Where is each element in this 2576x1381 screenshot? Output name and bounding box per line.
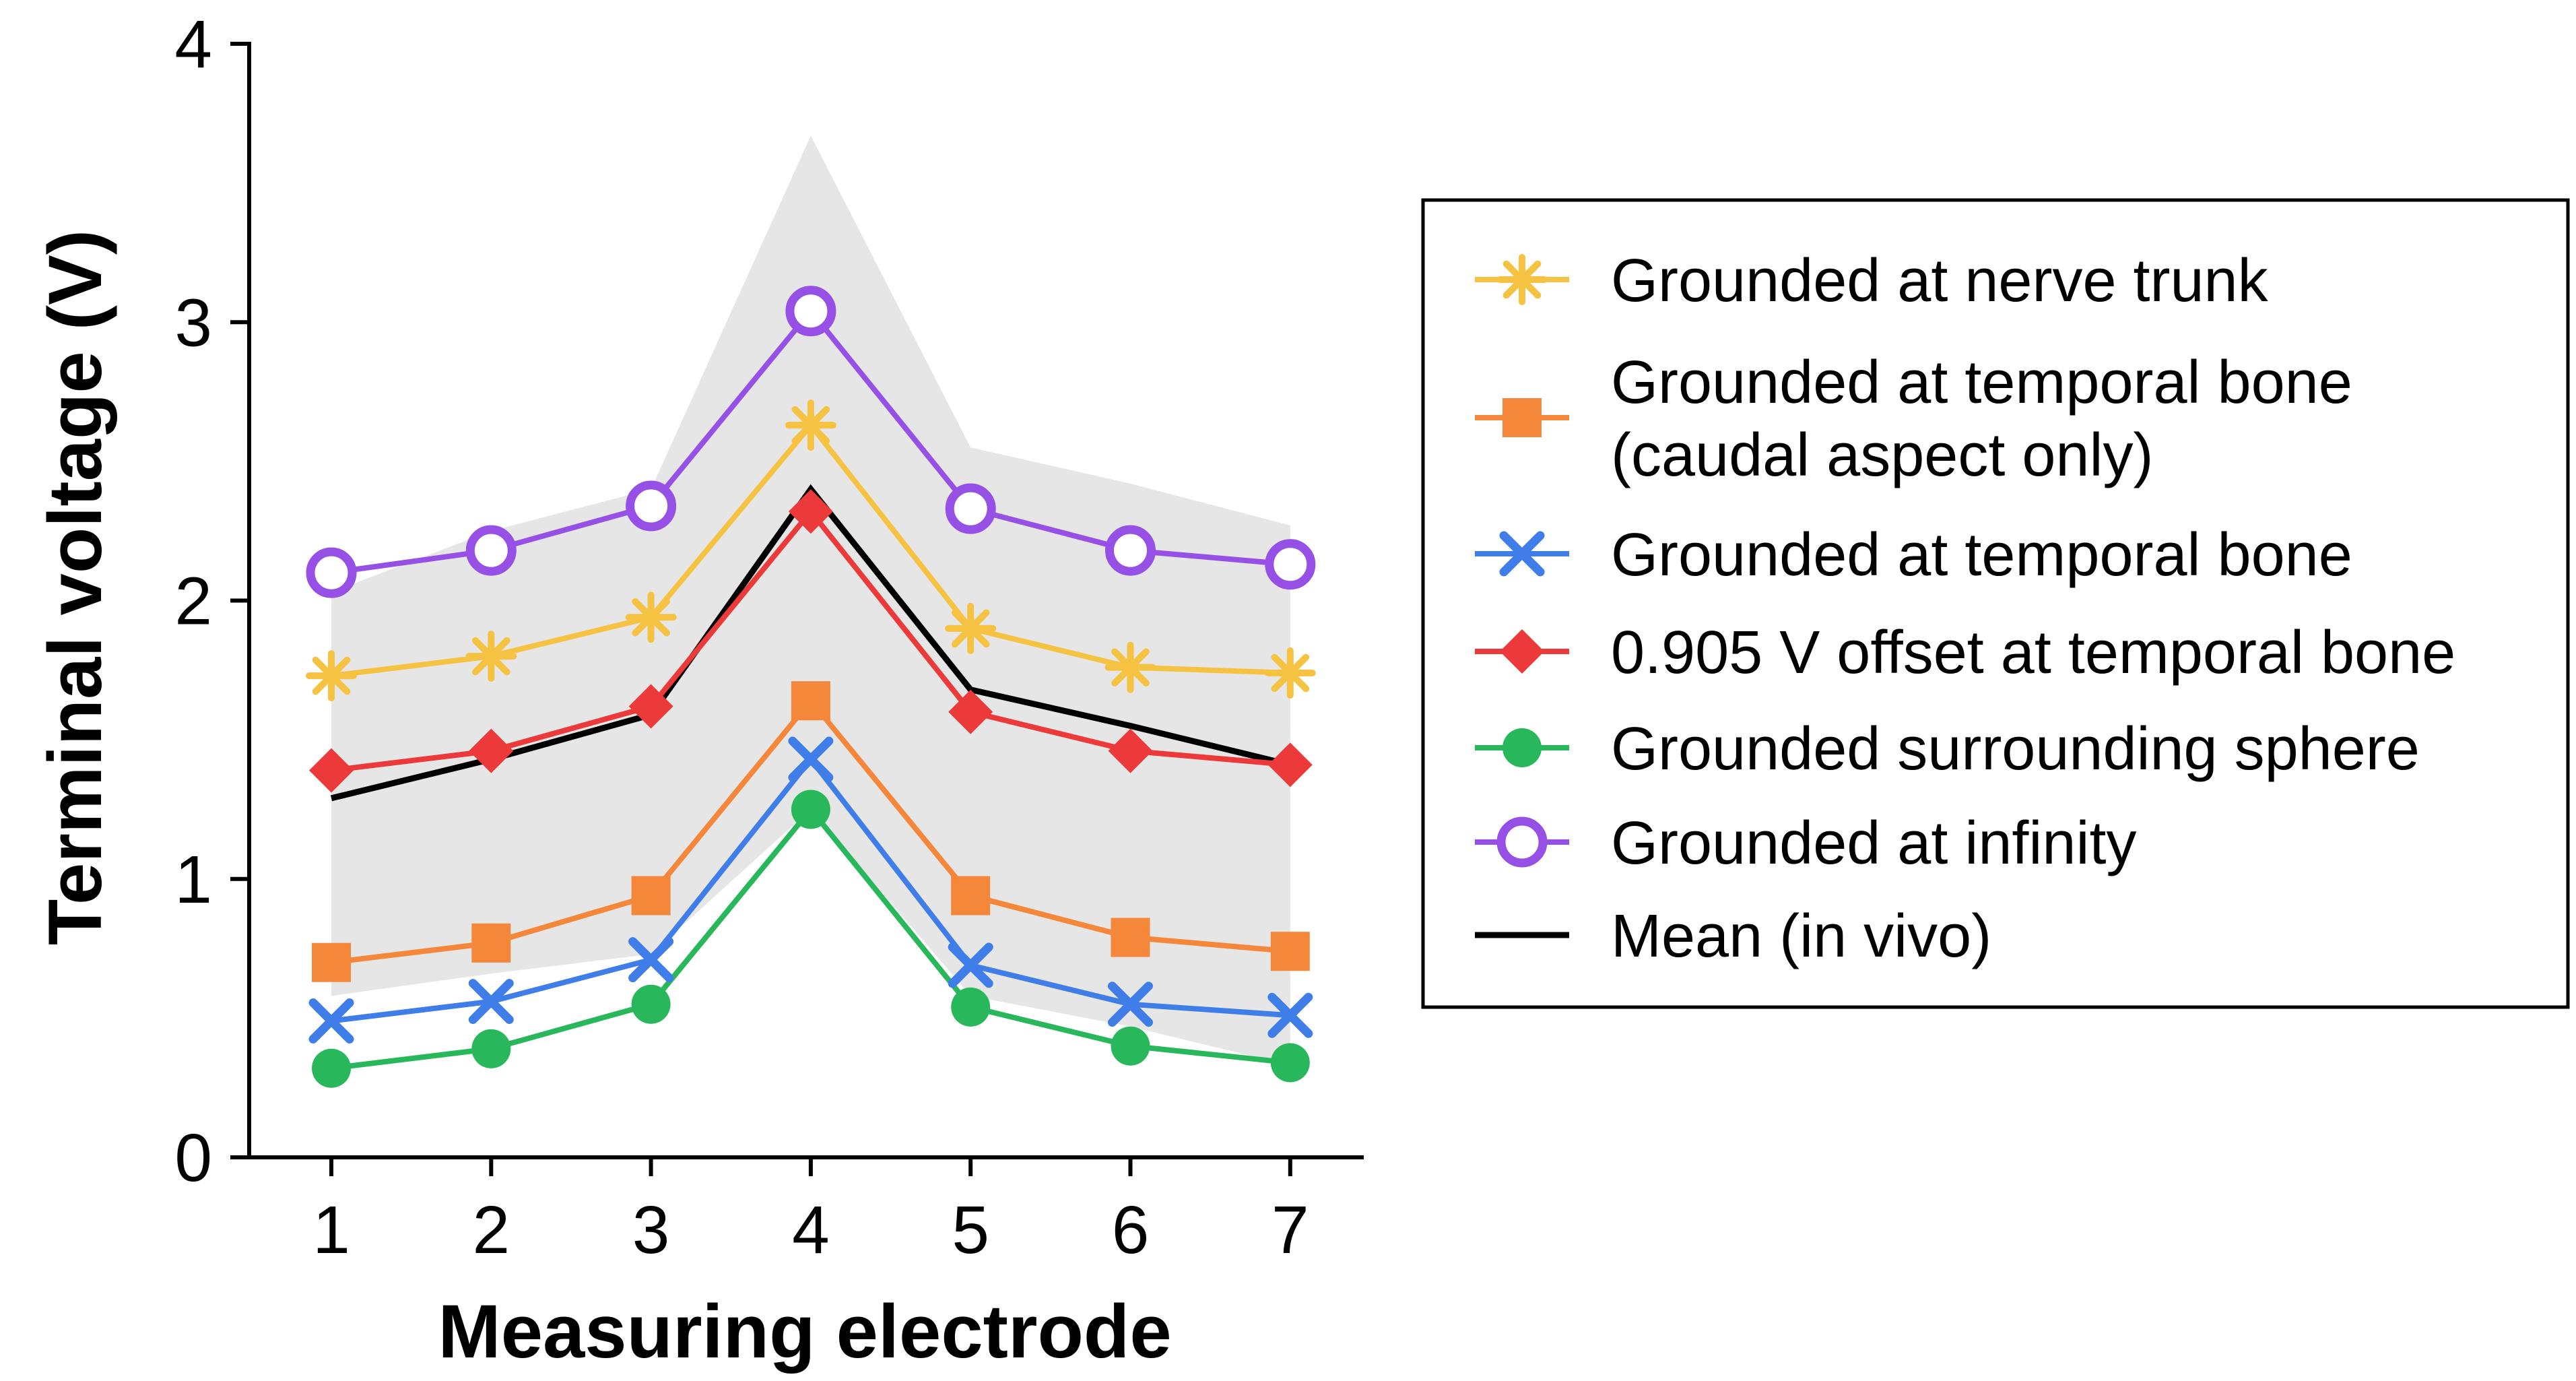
- data-point: [951, 876, 991, 916]
- y-tick-label: 1: [174, 842, 212, 918]
- x-axis-title: Measuring electrode: [438, 1289, 1171, 1374]
- data-point: [625, 591, 677, 643]
- data-point: [465, 631, 517, 682]
- legend-label: (caudal aspect only): [1611, 422, 2153, 489]
- data-point: [948, 689, 993, 734]
- legend-label: Grounded at temporal bone: [1611, 521, 2352, 589]
- data-point: [1111, 1026, 1150, 1066]
- range-band: [331, 135, 1290, 1066]
- data-point: [469, 728, 514, 773]
- data-point: [788, 489, 833, 534]
- data-point: [628, 937, 674, 983]
- y-tick-label: 2: [174, 564, 212, 639]
- data-point: [1267, 992, 1313, 1038]
- legend-box: [1421, 198, 2570, 1009]
- legend-marker: [1496, 254, 1548, 305]
- data-point: [1265, 539, 1316, 590]
- legend: Grounded at nerve trunk Grounded at tempo…: [1421, 198, 2570, 1009]
- data-point: [1267, 742, 1313, 788]
- data-point: [1111, 918, 1150, 957]
- legend-marker: [1499, 531, 1545, 577]
- data-point: [788, 736, 834, 782]
- data-point: [628, 684, 673, 729]
- data-point: [631, 876, 671, 916]
- data-point: [468, 979, 514, 1025]
- data-point: [785, 286, 836, 337]
- legend-label: Grounded at temporal bone: [1611, 349, 2352, 416]
- data-point: [312, 1048, 351, 1088]
- legend-marker: [1502, 398, 1542, 437]
- data-point: [306, 547, 357, 598]
- legend-label: Mean (in vivo): [1611, 903, 1991, 970]
- data-point: [306, 650, 357, 702]
- data-point: [312, 942, 351, 982]
- data-point: [945, 602, 997, 654]
- x-tick-label: 4: [792, 1192, 830, 1268]
- legend-label: Grounded at nerve trunk: [1611, 247, 2269, 315]
- data-point: [1270, 1043, 1310, 1083]
- x-tick-label: 1: [312, 1192, 350, 1268]
- x-tick-label: 7: [1272, 1192, 1309, 1268]
- data-point: [309, 748, 354, 793]
- data-point: [1108, 728, 1153, 773]
- data-point: [626, 480, 677, 532]
- data-point: [1264, 647, 1316, 699]
- legend-marker: [1496, 816, 1548, 868]
- data-point: [1105, 525, 1156, 576]
- y-tick-label: 0: [174, 1120, 212, 1196]
- legend-label: Grounded at infinity: [1611, 810, 2136, 877]
- data-point: [948, 942, 993, 988]
- x-tick-label: 2: [472, 1192, 510, 1268]
- data-point: [791, 790, 830, 829]
- data-point: [945, 483, 996, 534]
- data-point: [465, 525, 517, 576]
- data-point: [1270, 932, 1310, 971]
- x-tick-label: 6: [1112, 1192, 1150, 1268]
- data-point: [308, 998, 354, 1044]
- data-point: [1104, 641, 1156, 693]
- data-point: [471, 1029, 511, 1068]
- y-tick-label: 3: [174, 285, 212, 360]
- x-tick-label: 5: [952, 1192, 989, 1268]
- data-point: [951, 987, 991, 1027]
- data-point: [631, 984, 671, 1024]
- legend-label: Grounded surrounding sphere: [1611, 715, 2420, 783]
- data-point: [1108, 982, 1153, 1027]
- legend-marker: [1502, 728, 1542, 767]
- data-point: [785, 399, 836, 451]
- plot-area: [306, 135, 1316, 1088]
- legend-marker: [1500, 629, 1544, 674]
- axes: Terminal voltage (V) Measuring electrode…: [33, 7, 1364, 1374]
- legend-label: 0.905 V offset at temporal bone: [1611, 619, 2455, 686]
- data-point: [791, 681, 830, 721]
- y-axis-title: Terminal voltage (V): [33, 230, 117, 945]
- x-tick-label: 3: [632, 1192, 670, 1268]
- y-tick-label: 4: [174, 7, 212, 82]
- data-point: [471, 923, 511, 963]
